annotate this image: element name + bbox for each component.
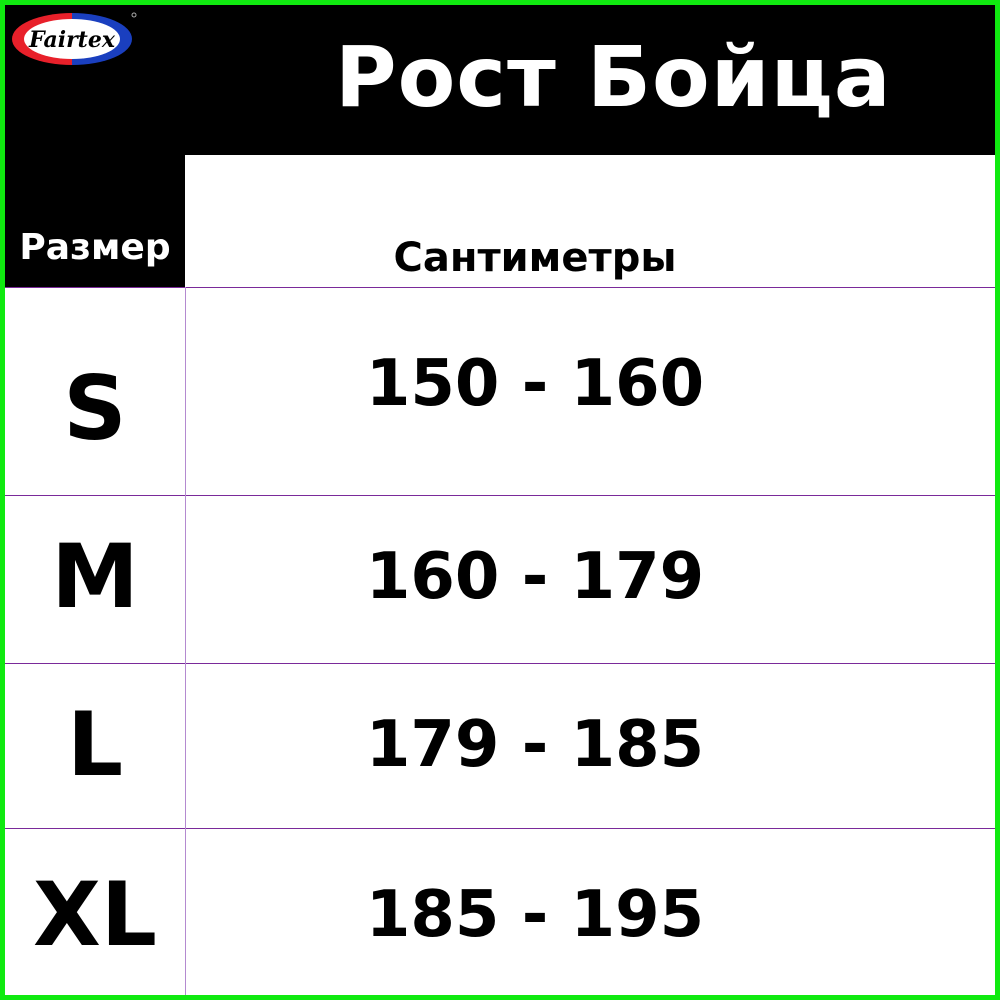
table-row: M 160 - 179 (5, 495, 995, 663)
column-divider (185, 287, 186, 995)
range-cell: 150 - 160 (365, 347, 705, 421)
fairtex-logo: Fairtex (12, 12, 137, 65)
range-cell: 185 - 195 (365, 878, 705, 952)
page-title: Рост Бойца (335, 28, 892, 126)
table-row: XL 185 - 195 (5, 828, 995, 995)
size-cell: S (63, 357, 127, 460)
size-cell: L (66, 693, 124, 796)
row-divider (5, 663, 995, 664)
range-cell: 179 - 185 (365, 708, 705, 782)
range-cell: 160 - 179 (365, 540, 705, 614)
row-divider (5, 495, 995, 496)
size-column-header: Размер (19, 227, 171, 268)
row-divider (5, 287, 995, 288)
size-header-cell (5, 155, 185, 287)
svg-text:Fairtex: Fairtex (28, 27, 116, 53)
header-band (5, 5, 995, 155)
size-chart: Fairtex Рост Бойца Размер Сантиметры S 1… (5, 5, 995, 995)
row-divider (5, 828, 995, 829)
centimeters-column-header: Сантиметры (393, 235, 677, 281)
table-row: S 150 - 160 (5, 287, 995, 495)
table-row: L 179 - 185 (5, 663, 995, 828)
size-cell: XL (33, 863, 157, 966)
size-cell: M (51, 525, 139, 628)
